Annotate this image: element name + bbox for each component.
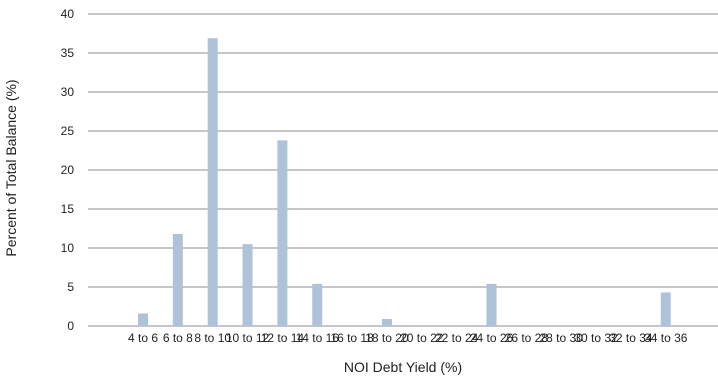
x-tick-label: 12 to 14 (261, 331, 305, 345)
x-tick-label: 18 to 20 (365, 331, 409, 345)
x-tick-label: 32 to 34 (609, 331, 653, 345)
x-tick-label: 30 to 32 (574, 331, 618, 345)
bar (138, 313, 148, 326)
x-tick-label: 28 to 30 (540, 331, 584, 345)
x-tick-label: 34 to 36 (644, 331, 688, 345)
x-axis-title: NOI Debt Yield (%) (344, 359, 462, 375)
bar (312, 283, 323, 326)
y-axis-title: Percent of Total Balance (%) (3, 79, 19, 256)
y-tick-label: 15 (61, 202, 75, 216)
x-tick-label: 6 to 8 (163, 331, 193, 345)
gridlines (88, 13, 718, 327)
x-tick-label: 14 to 16 (296, 331, 340, 345)
x-tick-label: 16 to 18 (330, 331, 374, 345)
y-tick-label: 20 (61, 163, 75, 177)
bars (138, 38, 671, 327)
x-tick-label: 20 to 22 (400, 331, 444, 345)
x-tick-label: 22 to 24 (435, 331, 479, 345)
y-tick-label: 30 (61, 85, 75, 99)
y-tick-label: 10 (61, 241, 75, 255)
bar (242, 244, 253, 326)
x-tick-label: 10 to 12 (226, 331, 270, 345)
bar (381, 318, 392, 326)
y-tick-labels: 0 5 10 15 20 25 30 35 40 (61, 7, 75, 333)
x-tick-label: 26 to 28 (505, 331, 549, 345)
bar (172, 233, 183, 326)
bar (486, 283, 497, 326)
y-tick-label: 5 (67, 280, 74, 294)
y-tick-label: 35 (61, 46, 75, 60)
x-tick-label: 4 to 6 (128, 331, 158, 345)
x-tick-label: 24 to 26 (470, 331, 514, 345)
y-tick-label: 40 (61, 7, 75, 21)
x-tick-label: 8 to 10 (194, 331, 231, 345)
y-tick-label: 0 (67, 319, 74, 333)
y-tick-label: 25 (61, 124, 75, 138)
bar (277, 140, 288, 326)
bar (660, 292, 671, 326)
bar (207, 38, 218, 327)
